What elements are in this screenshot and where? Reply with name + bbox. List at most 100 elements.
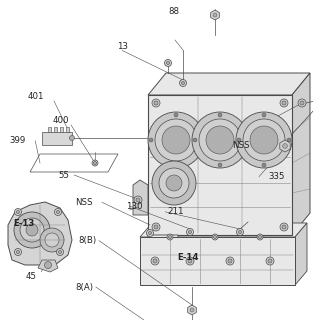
Circle shape [14, 209, 22, 215]
Circle shape [155, 119, 197, 161]
Circle shape [188, 259, 192, 263]
Circle shape [237, 138, 241, 142]
Circle shape [44, 261, 52, 268]
Circle shape [57, 211, 59, 213]
Text: 399: 399 [9, 136, 25, 145]
Polygon shape [188, 305, 196, 315]
Circle shape [179, 79, 187, 86]
Circle shape [287, 138, 291, 142]
Circle shape [206, 126, 234, 154]
Circle shape [54, 209, 61, 215]
Circle shape [226, 257, 234, 265]
Circle shape [228, 259, 232, 263]
Circle shape [262, 163, 266, 167]
Circle shape [212, 234, 218, 240]
Text: 211: 211 [167, 207, 183, 216]
Polygon shape [295, 223, 307, 285]
Circle shape [280, 99, 288, 107]
Circle shape [134, 196, 142, 204]
Polygon shape [211, 10, 219, 20]
Circle shape [282, 225, 286, 229]
Text: E-14: E-14 [177, 253, 198, 262]
Circle shape [20, 218, 44, 242]
Text: 401: 401 [28, 92, 44, 100]
Circle shape [152, 99, 160, 107]
Circle shape [266, 257, 274, 265]
Circle shape [168, 236, 172, 238]
Circle shape [187, 228, 193, 236]
Circle shape [159, 168, 189, 198]
Circle shape [136, 198, 140, 202]
Polygon shape [148, 95, 292, 235]
Circle shape [262, 113, 266, 117]
Circle shape [45, 233, 59, 247]
Circle shape [167, 61, 170, 65]
Text: 8(B): 8(B) [78, 236, 96, 245]
Text: 335: 335 [269, 172, 285, 181]
Circle shape [300, 101, 304, 105]
Bar [66, 127, 69, 132]
Polygon shape [133, 180, 148, 215]
Circle shape [94, 162, 96, 164]
Circle shape [213, 13, 217, 17]
Circle shape [14, 212, 50, 248]
Circle shape [280, 223, 288, 231]
Text: 8(A): 8(A) [75, 283, 93, 292]
Circle shape [186, 257, 194, 265]
Circle shape [182, 82, 184, 84]
Text: E-13: E-13 [13, 220, 34, 228]
Circle shape [26, 224, 38, 236]
Circle shape [190, 308, 194, 312]
Bar [48, 127, 51, 132]
Circle shape [153, 259, 157, 263]
Text: 13: 13 [116, 42, 128, 51]
Circle shape [239, 230, 242, 234]
Circle shape [218, 113, 222, 117]
Circle shape [213, 236, 217, 238]
Circle shape [236, 112, 292, 168]
Circle shape [146, 229, 153, 236]
Circle shape [259, 236, 261, 238]
Circle shape [69, 135, 74, 140]
Circle shape [250, 126, 278, 154]
Circle shape [40, 228, 64, 252]
Text: 400: 400 [53, 116, 69, 124]
Text: NSS: NSS [75, 198, 93, 207]
Circle shape [165, 60, 172, 67]
Circle shape [17, 211, 19, 213]
Circle shape [193, 138, 197, 142]
Circle shape [151, 257, 159, 265]
Circle shape [199, 119, 241, 161]
Circle shape [218, 163, 222, 167]
Circle shape [148, 231, 151, 235]
Bar [60, 127, 63, 132]
Bar [42, 132, 72, 145]
Circle shape [154, 225, 158, 229]
Circle shape [148, 112, 204, 168]
Circle shape [174, 113, 178, 117]
Circle shape [283, 144, 287, 148]
Polygon shape [280, 140, 290, 152]
Text: 130: 130 [126, 202, 143, 211]
Circle shape [149, 138, 153, 142]
Circle shape [154, 101, 158, 105]
Circle shape [92, 160, 98, 166]
Circle shape [152, 223, 160, 231]
Circle shape [282, 101, 286, 105]
Circle shape [257, 234, 263, 240]
Polygon shape [140, 223, 307, 237]
Circle shape [268, 259, 272, 263]
Circle shape [166, 175, 182, 191]
Polygon shape [140, 237, 295, 285]
Circle shape [237, 228, 244, 236]
Circle shape [57, 249, 64, 255]
Bar [54, 127, 57, 132]
Circle shape [243, 138, 247, 142]
Polygon shape [148, 73, 310, 95]
Polygon shape [38, 260, 58, 272]
Polygon shape [292, 73, 310, 235]
Circle shape [162, 126, 190, 154]
Circle shape [199, 138, 203, 142]
Circle shape [152, 161, 196, 205]
Text: 55: 55 [59, 171, 70, 180]
